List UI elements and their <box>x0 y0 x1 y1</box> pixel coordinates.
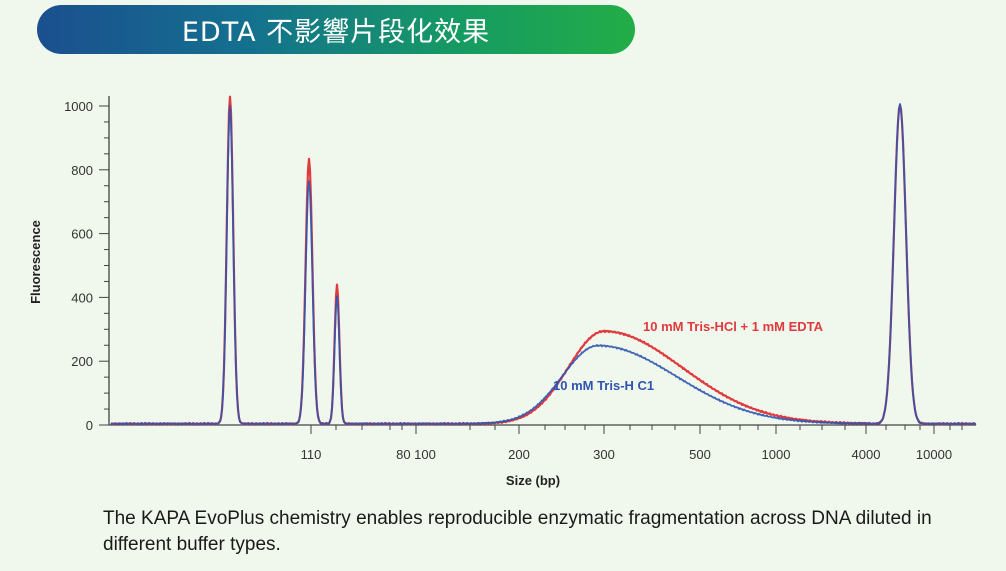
y-tick-label: 1000 <box>64 99 93 114</box>
x-axis-title: Size (bp) <box>506 473 560 488</box>
chart-caption: The KAPA EvoPlus chemistry enables repro… <box>103 508 932 555</box>
series-line-tris <box>110 103 977 426</box>
title-banner: EDTA 不影響片段化效果 <box>37 5 635 54</box>
chart: 0 200 400 600 800 1000 110 80 100 200 300 500 1000 4… <box>28 95 977 488</box>
y-tick-label: 400 <box>71 290 93 305</box>
annotation-tris: 10 mM Tris-H C1 <box>553 378 654 393</box>
x-tick-label: 200 <box>508 447 530 462</box>
x-tick-label: 300 <box>593 447 615 462</box>
x-tick-label: 80 100 <box>396 447 436 462</box>
y-tick-label: 0 <box>86 418 93 433</box>
x-tick-label: 110 <box>301 447 322 462</box>
y-tick-label: 800 <box>71 163 93 178</box>
x-tick-label: 10000 <box>916 447 952 462</box>
x-tick-label: 1000 <box>762 447 791 462</box>
y-axis-title: Fluorescence <box>28 220 43 304</box>
annotation-edta: 10 mM Tris-HCl + 1 mM EDTA <box>643 319 824 334</box>
x-tick-label: 500 <box>689 447 711 462</box>
banner-title: EDTA 不影響片段化效果 <box>181 17 491 48</box>
y-tick-label: 200 <box>71 354 93 369</box>
x-tick-label: 4000 <box>852 447 881 462</box>
series-line-edta <box>110 95 977 426</box>
y-tick-label: 600 <box>71 227 93 242</box>
